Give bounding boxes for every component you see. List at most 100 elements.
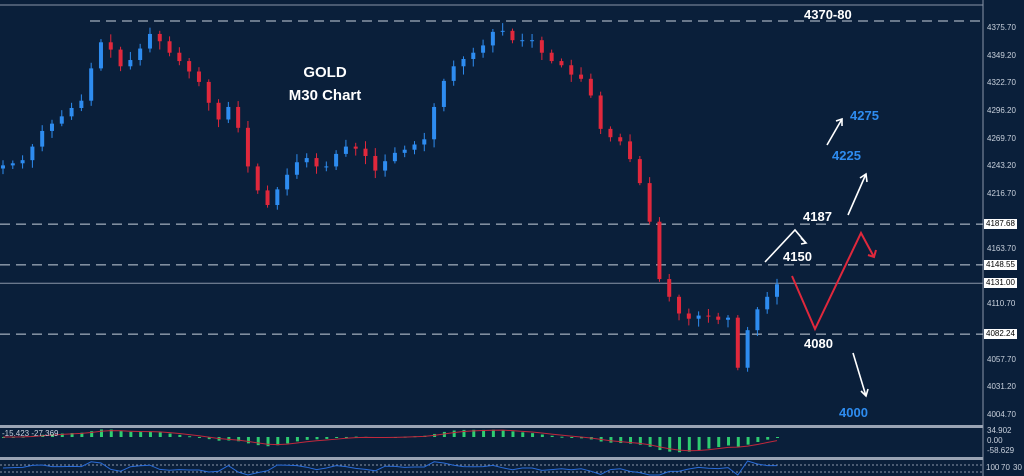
candle-body bbox=[422, 139, 427, 145]
chart-title-timeframe: M30 Chart bbox=[288, 87, 362, 104]
label-4000: 4000 bbox=[839, 405, 868, 420]
candle-body bbox=[559, 61, 564, 66]
price-axis-tick: 4375.70 bbox=[987, 23, 1016, 32]
candle-body bbox=[471, 52, 476, 59]
macd-histogram-bar bbox=[168, 433, 172, 437]
arrowhead-icon bbox=[859, 172, 868, 183]
candle-body bbox=[138, 48, 143, 61]
macd-signal-line bbox=[2, 429, 778, 452]
candle-body bbox=[667, 279, 672, 297]
chart-title: GOLD M30 Chart bbox=[265, 64, 385, 104]
label-4275: 4275 bbox=[850, 108, 879, 123]
macd-histogram-bar bbox=[482, 429, 486, 437]
label-4080: 4080 bbox=[804, 336, 833, 351]
candle-body bbox=[245, 127, 250, 167]
candle-body bbox=[696, 315, 701, 319]
candle-body bbox=[98, 42, 103, 69]
macd-histogram-bar bbox=[472, 429, 476, 437]
macd-histogram-bar bbox=[70, 433, 74, 437]
price-axis-tick: 4216.70 bbox=[987, 188, 1016, 198]
red-arrowhead-icon bbox=[867, 249, 877, 259]
candle-body bbox=[255, 166, 260, 191]
macd-axis-zero: 0.00 bbox=[987, 436, 1003, 445]
candle-body bbox=[59, 116, 64, 124]
candle-body bbox=[588, 78, 593, 96]
candle-body bbox=[373, 155, 378, 171]
macd-histogram-bar bbox=[246, 437, 250, 444]
candle-body bbox=[549, 52, 554, 62]
macd-histogram-bar bbox=[746, 437, 750, 445]
macd-histogram-bar bbox=[668, 437, 672, 452]
macd-histogram-bar bbox=[80, 432, 84, 437]
macd-histogram-bar bbox=[227, 437, 231, 441]
candle-body bbox=[637, 159, 642, 184]
candle-body bbox=[412, 144, 417, 150]
arrow-to-4000-icon bbox=[852, 352, 867, 397]
candle-body bbox=[647, 183, 652, 222]
candle-body bbox=[745, 330, 750, 368]
macd-histogram-bar bbox=[119, 431, 123, 437]
macd-histogram-bar bbox=[678, 437, 682, 453]
price-axis-tick: 4031.20 bbox=[987, 382, 1016, 392]
arrow-to-4275-icon bbox=[826, 118, 843, 146]
arrowhead-icon bbox=[800, 237, 808, 245]
candle-body bbox=[69, 108, 74, 117]
candle-body bbox=[510, 30, 515, 41]
candle-body bbox=[236, 106, 241, 128]
candle-body bbox=[294, 162, 299, 175]
label-4225: 4225 bbox=[832, 148, 861, 163]
candle-body bbox=[569, 65, 574, 75]
candle-body bbox=[128, 60, 133, 67]
price-level-tag: 4187.68 bbox=[984, 219, 1017, 230]
macd-histogram-bar bbox=[462, 429, 466, 437]
macd-histogram-bar bbox=[148, 431, 152, 437]
candle-body bbox=[118, 49, 123, 67]
macd-histogram-bar bbox=[256, 437, 260, 446]
macd-histogram-bar bbox=[158, 432, 162, 437]
candle-body bbox=[30, 146, 35, 161]
macd-histogram-bar bbox=[609, 437, 613, 443]
macd-histogram-bar bbox=[2, 437, 5, 438]
price-level-tag: 4148.55 bbox=[984, 259, 1017, 270]
candle-body bbox=[716, 316, 721, 320]
candle-body bbox=[314, 158, 319, 167]
price-axis-tick: 4322.70 bbox=[987, 78, 1016, 88]
macd-axis-min: -58.629 bbox=[987, 446, 1015, 455]
macd-histogram-bar bbox=[531, 433, 535, 437]
candle-body bbox=[579, 74, 584, 79]
candle-body bbox=[108, 42, 113, 50]
price-axis-tick: 4243.20 bbox=[987, 161, 1016, 171]
price-axis-tick: 4057.70 bbox=[987, 354, 1016, 364]
macd-histogram-bar bbox=[188, 436, 192, 438]
macd-histogram-bar bbox=[197, 437, 201, 438]
candle-body bbox=[775, 284, 779, 297]
macd-histogram-bar bbox=[207, 437, 211, 440]
candle-body bbox=[20, 160, 25, 164]
macd-histogram-bar bbox=[687, 437, 691, 452]
label-4150: 4150 bbox=[783, 249, 812, 264]
macd-histogram-bar bbox=[237, 437, 241, 442]
macd-histogram-bar bbox=[295, 437, 299, 442]
candle-body bbox=[441, 80, 446, 107]
candle-body bbox=[265, 190, 270, 206]
price-axis-tick: 4110.70 bbox=[987, 299, 1016, 309]
candle-body bbox=[353, 146, 358, 149]
macd-histogram-bar bbox=[99, 429, 103, 437]
candle-body bbox=[461, 58, 466, 67]
price-axis-tick: 4269.70 bbox=[987, 133, 1016, 143]
macd-histogram-bar bbox=[491, 429, 495, 437]
macd-histogram-bar bbox=[521, 432, 525, 437]
price-level-tag: 4131.00 bbox=[984, 278, 1017, 289]
price-axis-tick: 4163.70 bbox=[987, 244, 1016, 254]
candle-body bbox=[187, 61, 192, 72]
macd-histogram-bar bbox=[129, 431, 133, 437]
arrowhead-icon bbox=[835, 117, 843, 126]
candle-body bbox=[539, 40, 544, 53]
candle-body bbox=[735, 317, 740, 368]
label-4370-80: 4370-80 bbox=[804, 7, 852, 22]
macd-histogram-bar bbox=[756, 437, 760, 442]
candle-body bbox=[196, 71, 201, 82]
macd-histogram-bar bbox=[178, 434, 182, 437]
macd-histogram-bar bbox=[580, 437, 584, 439]
